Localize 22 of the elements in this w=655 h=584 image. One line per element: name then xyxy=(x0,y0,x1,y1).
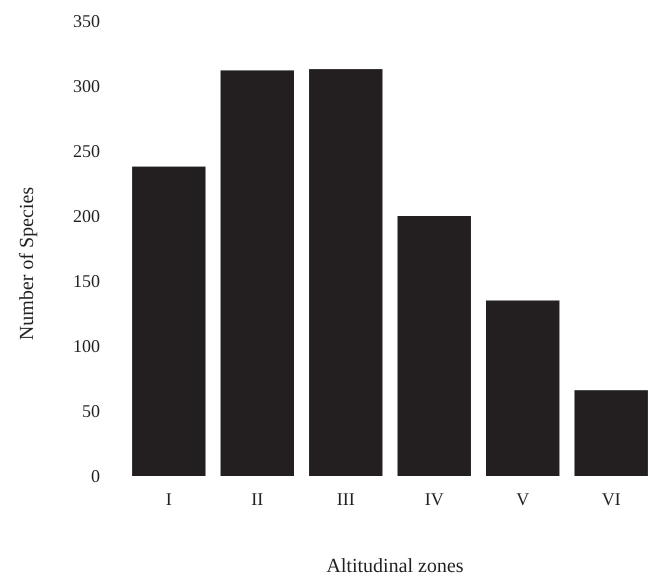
x-axis-title: Altitudinal zones xyxy=(326,555,464,577)
bar xyxy=(574,390,648,476)
y-tick-label: 350 xyxy=(73,11,100,31)
y-tick-label: 0 xyxy=(91,466,100,486)
bar xyxy=(309,69,382,476)
y-tick-label: 250 xyxy=(73,141,100,161)
bar xyxy=(486,300,560,476)
y-tick-label: 200 xyxy=(73,206,100,226)
bar xyxy=(220,70,294,476)
x-tick-label: III xyxy=(336,489,355,509)
bar xyxy=(132,166,206,476)
x-tick-label: IV xyxy=(424,489,444,509)
y-tick-label: 300 xyxy=(73,76,100,96)
y-tick-label: 150 xyxy=(73,271,100,291)
y-axis-title: Number of Species xyxy=(16,186,38,340)
y-tick-label: 50 xyxy=(82,401,100,421)
x-tick-label: VI xyxy=(602,489,621,509)
y-tick-label: 100 xyxy=(73,336,100,356)
bar xyxy=(398,216,471,476)
x-tick-label: V xyxy=(516,489,530,509)
x-tick-label: I xyxy=(166,489,172,509)
x-tick-label: II xyxy=(251,489,264,509)
